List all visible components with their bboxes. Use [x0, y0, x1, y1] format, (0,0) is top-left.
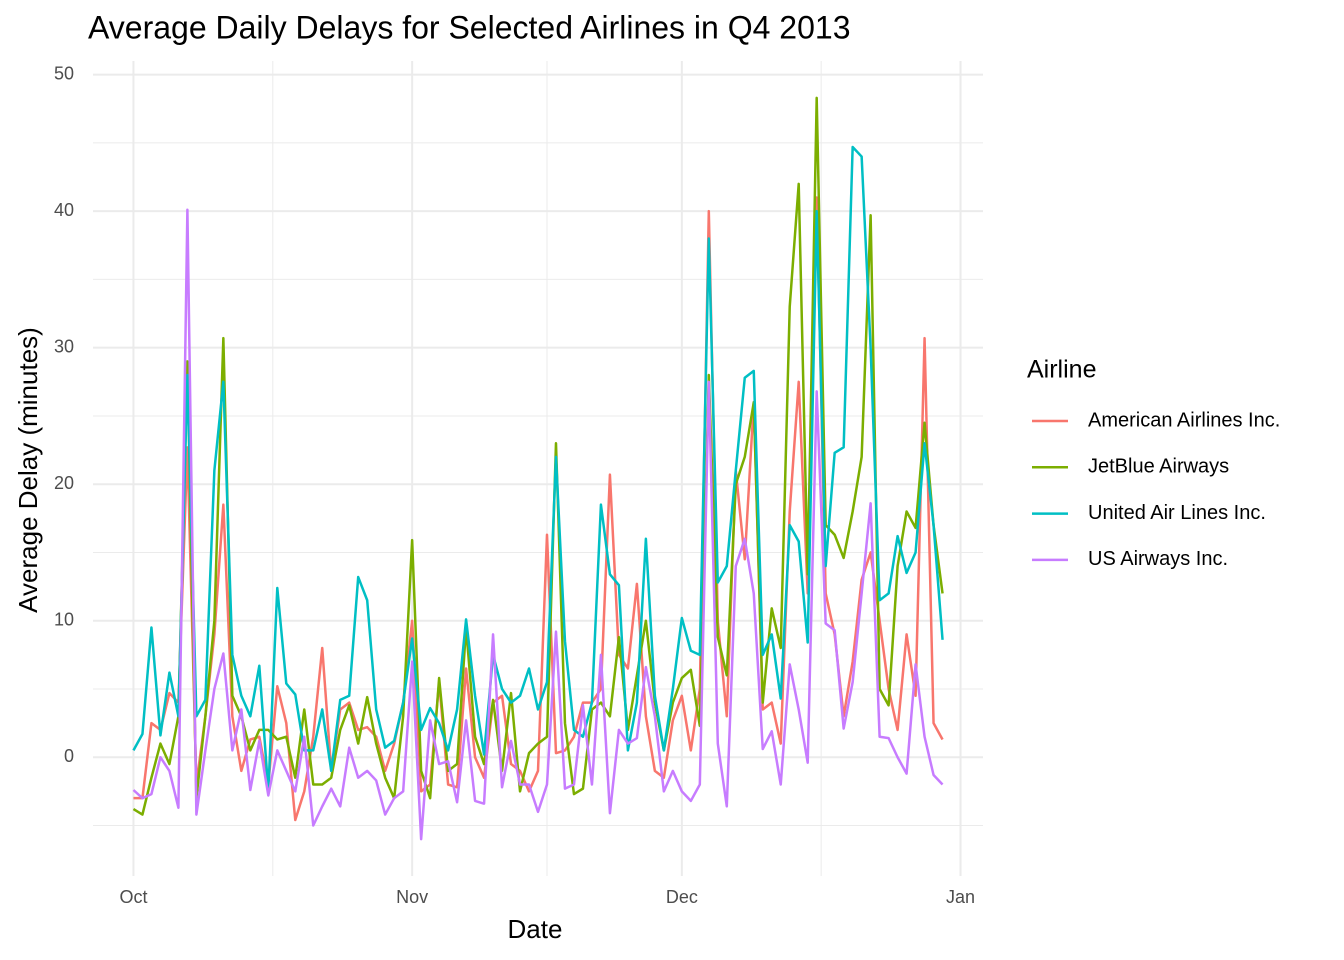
legend-label: American Airlines Inc. [1088, 409, 1280, 431]
series-line [132, 208, 944, 841]
legend-label: US Airways Inc. [1088, 548, 1228, 570]
y-tick-label: 20 [54, 473, 74, 493]
legend-label: United Air Lines Inc. [1088, 502, 1266, 524]
y-tick-label: 30 [54, 336, 74, 356]
x-tick-label: Dec [666, 887, 698, 907]
y-tick-label: 50 [54, 63, 74, 83]
x-axis-label: Date [508, 914, 563, 944]
x-tick-label: Nov [396, 887, 428, 907]
x-tick-label: Jan [946, 887, 975, 907]
legend-label: JetBlue Airways [1088, 456, 1229, 478]
y-tick-label: 40 [54, 200, 74, 220]
y-axis-label: Average Delay (minutes) [13, 327, 43, 613]
x-tick-label: Oct [119, 887, 147, 907]
legend-title: Airline [1027, 356, 1096, 384]
y-tick-label: 0 [64, 746, 74, 766]
chart-title: Average Daily Delays for Selected Airlin… [88, 9, 850, 45]
y-tick-label: 10 [54, 609, 74, 629]
series-line [132, 96, 944, 816]
